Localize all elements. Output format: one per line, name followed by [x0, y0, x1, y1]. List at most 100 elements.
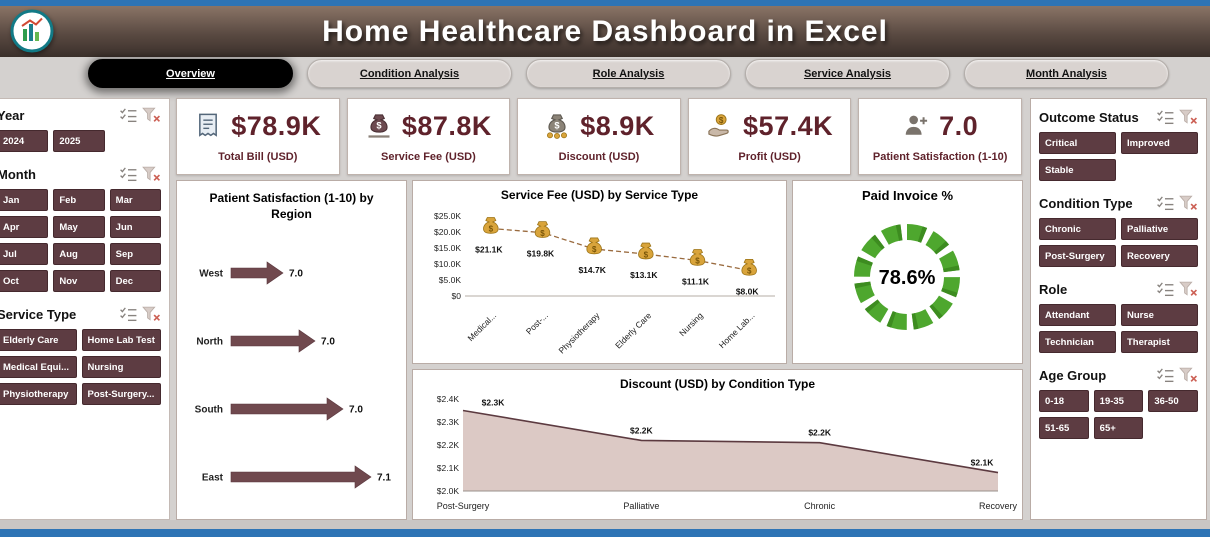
svg-text:7.1: 7.1: [377, 473, 391, 484]
filter-month-mar[interactable]: Mar: [109, 189, 161, 211]
clear-filter-icon[interactable]: [142, 306, 161, 322]
slicer-title-service-type: Service Type: [0, 306, 77, 322]
filter-service-type-post-surgery[interactable]: Post-Surgery...: [81, 383, 161, 405]
svg-text:$2.3K: $2.3K: [482, 398, 506, 408]
left-filter-panel: Year 2024 2025 Month Jan Feb Mar Apr May Jun Jul Au…: [0, 98, 170, 520]
filter-age-group-36-50[interactable]: 36-50: [1148, 390, 1198, 412]
money-bag-icon: $: [689, 249, 706, 266]
clear-filter-icon[interactable]: [1179, 281, 1198, 297]
svg-text:$: $: [376, 120, 382, 130]
svg-text:North: North: [196, 337, 223, 348]
svg-text:$5.0K: $5.0K: [439, 275, 462, 285]
filter-role-attendant[interactable]: Attendant: [1039, 304, 1116, 326]
filter-outcome-status-improved[interactable]: Improved: [1121, 132, 1198, 154]
company-logo: [10, 9, 54, 53]
filter-outcome-status-critical[interactable]: Critical: [1039, 132, 1116, 154]
tab-overview[interactable]: Overview: [88, 59, 293, 88]
filter-age-group-51-65[interactable]: 51-65: [1039, 417, 1089, 439]
nav-tabs: Overview Condition Analysis Role Analysis S…: [88, 59, 1169, 88]
kpi-value-service-fee-usd: $87.8K: [401, 110, 492, 141]
clear-filter-icon[interactable]: [1179, 109, 1198, 125]
filter-condition-type-palliative[interactable]: Palliative: [1121, 218, 1198, 240]
filter-service-type-medical-equi[interactable]: Medical Equi...: [0, 356, 77, 378]
gauge-ring: [854, 224, 960, 330]
paid-invoice-gauge: Paid Invoice % 78.6%: [792, 180, 1023, 364]
filter-role-therapist[interactable]: Therapist: [1121, 331, 1198, 353]
bar-arrow-north: [230, 329, 316, 353]
filter-year-2024[interactable]: 2024: [0, 130, 49, 152]
filter-service-type-nursing[interactable]: Nursing: [81, 356, 161, 378]
filter-service-type-physiotherapy[interactable]: Physiotherapy: [0, 383, 77, 405]
kpi-label-profit-usd: Profit (USD): [738, 151, 801, 163]
svg-text:Physiotherapy: Physiotherapy: [556, 310, 602, 356]
svg-text:$2.1K: $2.1K: [971, 458, 995, 468]
filter-condition-type-recovery[interactable]: Recovery: [1121, 245, 1198, 267]
filter-age-group-65[interactable]: 65+: [1093, 417, 1144, 439]
filter-month-jul[interactable]: Jul: [0, 243, 49, 265]
fee-icon: $: [365, 112, 393, 140]
filter-outcome-status-stable[interactable]: Stable: [1039, 159, 1116, 181]
filter-month-feb[interactable]: Feb: [53, 189, 105, 211]
money-bag-icon: $: [586, 237, 602, 255]
kpi-row: $78.9K Total Bill (USD) $ $87.8K Service Fee…: [176, 98, 1022, 175]
svg-text:Elderly Care: Elderly Care: [613, 310, 653, 350]
svg-text:East: East: [202, 473, 224, 484]
right-filter-panel: Outcome Status Critical Improved Stable Cond…: [1030, 98, 1207, 520]
filter-role-nurse[interactable]: Nurse: [1121, 304, 1198, 326]
filter-month-sep[interactable]: Sep: [109, 243, 161, 265]
kpi-label-patient-satisfaction-1-10: Patient Satisfaction (1-10): [872, 151, 1008, 163]
filter-month-nov[interactable]: Nov: [53, 270, 105, 292]
multiselect-icon[interactable]: [119, 166, 138, 182]
clear-filter-icon[interactable]: [142, 166, 161, 182]
kpi-value-total-bill-usd: $78.9K: [231, 110, 322, 141]
svg-text:$: $: [489, 225, 494, 234]
discount-by-condition-chart: Discount (USD) by Condition Type $2.4K $2…: [412, 369, 1023, 520]
svg-text:$10.0K: $10.0K: [434, 259, 461, 269]
multiselect-icon[interactable]: [1156, 109, 1175, 125]
window-bottom-strip: [0, 529, 1210, 537]
company-logo-icon: [10, 9, 54, 53]
filter-condition-type-post-surgery[interactable]: Post-Surgery: [1039, 245, 1116, 267]
money-bag-icon: $: [534, 221, 551, 238]
filter-month-aug[interactable]: Aug: [53, 243, 105, 265]
tab-service-analysis[interactable]: Service Analysis: [745, 59, 950, 88]
filter-service-type-elderly-care[interactable]: Elderly Care: [0, 329, 77, 351]
multiselect-icon[interactable]: [119, 107, 138, 123]
right-slicer-condition-type: Condition Type Chronic Palliative Post-Surg…: [1039, 195, 1198, 267]
slicer-title-condition-type: Condition Type: [1039, 195, 1133, 211]
kpi-label-total-bill-usd: Total Bill (USD): [218, 151, 298, 163]
tab-role-analysis[interactable]: Role Analysis: [526, 59, 731, 88]
gauge-value-label: 78.6%: [879, 267, 936, 289]
filter-month-apr[interactable]: Apr: [0, 216, 49, 238]
multiselect-icon[interactable]: [119, 306, 138, 322]
filter-age-group-19-35[interactable]: 19-35: [1093, 390, 1144, 412]
filter-month-dec[interactable]: Dec: [109, 270, 161, 292]
multiselect-icon[interactable]: [1156, 281, 1175, 297]
filter-condition-type-chronic[interactable]: Chronic: [1039, 218, 1116, 240]
left-slicer-service-type: Service Type Elderly Care Home Lab Test Med…: [0, 306, 161, 405]
filter-month-may[interactable]: May: [53, 216, 105, 238]
filter-month-oct[interactable]: Oct: [0, 270, 49, 292]
svg-text:7.0: 7.0: [321, 337, 335, 348]
clear-filter-icon[interactable]: [1179, 367, 1198, 383]
svg-text:Recovery: Recovery: [979, 501, 1018, 511]
svg-text:$2.2K: $2.2K: [437, 440, 460, 450]
filter-month-jun[interactable]: Jun: [109, 216, 161, 238]
tab-condition-analysis[interactable]: Condition Analysis: [307, 59, 512, 88]
filter-month-jan[interactable]: Jan: [0, 189, 49, 211]
multiselect-icon[interactable]: [1156, 195, 1175, 211]
filter-age-group-0-18[interactable]: 0-18: [1039, 390, 1089, 412]
filter-role-technician[interactable]: Technician: [1039, 331, 1116, 353]
kpi-label-discount-usd: Discount (USD): [558, 151, 640, 163]
tab-label-overview: Overview: [166, 67, 215, 80]
clear-filter-icon[interactable]: [1179, 195, 1198, 211]
filter-service-type-home-lab-test[interactable]: Home Lab Test: [81, 329, 161, 351]
multiselect-icon[interactable]: [1156, 367, 1175, 383]
filter-year-2025[interactable]: 2025: [53, 130, 105, 152]
svg-text:Palliative: Palliative: [623, 501, 659, 511]
clear-filter-icon[interactable]: [142, 107, 161, 123]
svg-text:7.0: 7.0: [349, 405, 363, 416]
svg-text:$21.1K: $21.1K: [475, 244, 503, 254]
tab-month-analysis[interactable]: Month Analysis: [964, 59, 1169, 88]
dashboard-header: Home Healthcare Dashboard in Excel: [0, 6, 1210, 57]
